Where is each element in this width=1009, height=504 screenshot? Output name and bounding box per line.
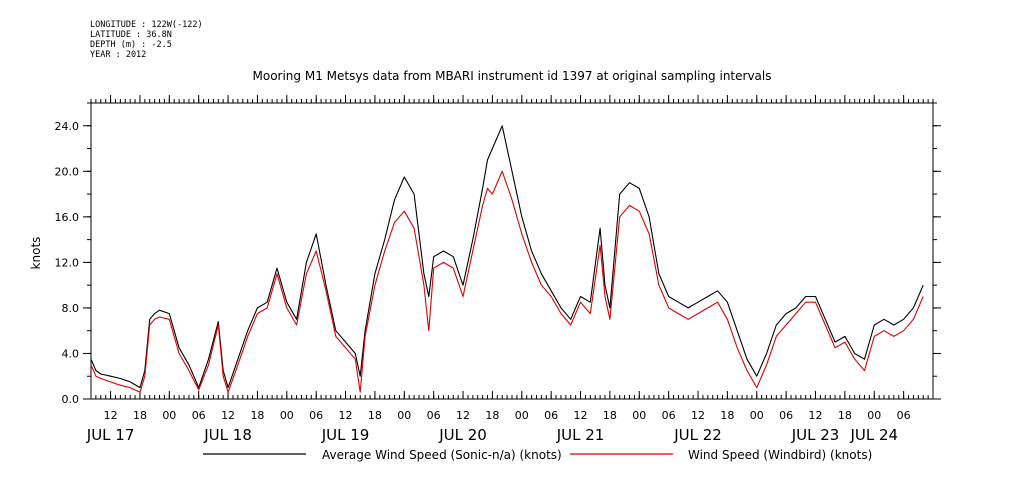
- x-tick-label: 06: [427, 409, 441, 422]
- x-tick-label: 00: [162, 409, 176, 422]
- x-tick-label: 06: [662, 409, 676, 422]
- series-line-0: [90, 125, 924, 389]
- x-day-label: JUL 17: [86, 426, 135, 444]
- series-line-1: [90, 170, 924, 393]
- y-tick-label: 0.0: [62, 393, 80, 406]
- x-tick-label: 00: [867, 409, 881, 422]
- x-tick-label: 18: [368, 409, 382, 422]
- x-day-label: JUL 18: [203, 426, 252, 444]
- x-tick-label: 06: [779, 409, 793, 422]
- x-tick-label: 18: [133, 409, 147, 422]
- y-axis-ticks: 0.0 4.0 8.0 12.0 16.0 20.0 24.0: [55, 120, 941, 406]
- x-tick-label: 18: [603, 409, 617, 422]
- x-tick-label: 06: [309, 409, 323, 422]
- metadata-block: LONGITUDE : 122W(-122) LATITUDE : 36.8N …: [90, 20, 203, 60]
- x-tick-label: 12: [221, 409, 235, 422]
- y-tick-label: 20.0: [55, 165, 80, 178]
- longitude-label: LONGITUDE : 122W(-122): [90, 20, 203, 30]
- x-tick-label: 06: [544, 409, 558, 422]
- y-tick-label: 4.0: [62, 347, 80, 360]
- series-layer: [90, 125, 924, 393]
- x-axis-ticks: 12 18 00 06 12 18 00 06 12 18 00 06 12 18 00 06 12 18 00 06…: [86, 95, 911, 444]
- x-tick-label: 12: [574, 409, 588, 422]
- chart-title: Mooring M1 Metsys data from MBARI instru…: [253, 69, 772, 83]
- legend: Average Wind Speed (Sonic-n/a) (knots) Wi…: [203, 448, 872, 462]
- x-day-label: JUL 23: [791, 426, 840, 444]
- x-tick-label: 12: [456, 409, 470, 422]
- legend-label-0: Average Wind Speed (Sonic-n/a) (knots): [322, 448, 562, 462]
- x-tick-label: 18: [838, 409, 852, 422]
- legend-label-1: Wind Speed (Windbird) (knots): [688, 448, 872, 462]
- x-tick-label: 00: [515, 409, 529, 422]
- x-day-label: JUL 21: [556, 426, 605, 444]
- depth-label: DEPTH (m) : -2.5: [90, 40, 172, 50]
- y-tick-label: 16.0: [55, 211, 80, 224]
- x-tick-label: 12: [339, 409, 353, 422]
- x-tick-label: 12: [691, 409, 705, 422]
- x-tick-label: 12: [104, 409, 118, 422]
- x-tick-label: 18: [250, 409, 264, 422]
- plot-frame: [90, 102, 934, 400]
- latitude-label: LATITUDE : 36.8N: [90, 30, 172, 40]
- x-tick-label: 18: [485, 409, 499, 422]
- x-tick-label: 18: [720, 409, 734, 422]
- x-tick-label: 00: [750, 409, 764, 422]
- x-tick-label: 00: [280, 409, 294, 422]
- x-tick-label: 06: [897, 409, 911, 422]
- x-day-label: JUL 19: [321, 426, 370, 444]
- x-tick-label: 00: [397, 409, 411, 422]
- x-day-label: JUL 20: [438, 426, 487, 444]
- y-tick-label: 8.0: [62, 302, 80, 315]
- x-tick-label: 06: [192, 409, 206, 422]
- x-tick-label: 12: [809, 409, 823, 422]
- x-day-label: JUL 22: [673, 426, 722, 444]
- year-label: YEAR : 2012: [90, 50, 147, 60]
- x-tick-label: 00: [632, 409, 646, 422]
- y-axis-label: knots: [29, 237, 43, 270]
- x-day-label: JUL 24: [849, 426, 898, 444]
- y-tick-label: 12.0: [55, 256, 80, 269]
- minor-ticks: [87, 99, 937, 400]
- y-tick-label: 24.0: [55, 120, 80, 133]
